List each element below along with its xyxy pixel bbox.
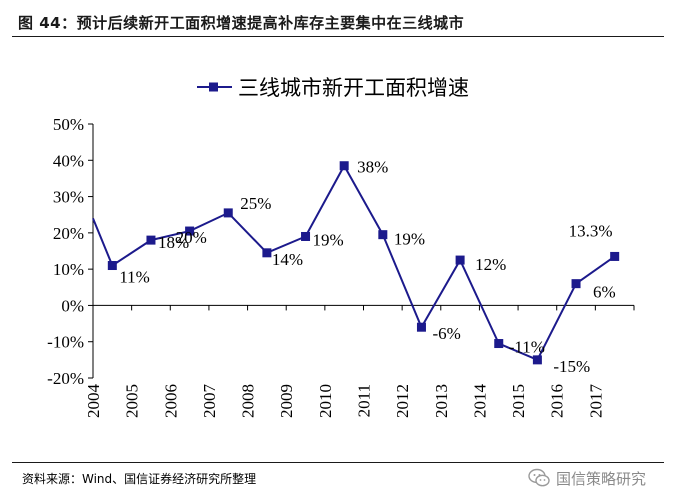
- y-tick-label: 10%: [53, 260, 84, 279]
- data-point-marker: [301, 231, 311, 241]
- data-label: 11%: [119, 268, 150, 287]
- x-tick-label: 2009: [277, 384, 296, 418]
- x-tick-label: 2006: [161, 384, 180, 418]
- data-point-marker: [610, 251, 620, 261]
- data-label: 38%: [357, 158, 388, 177]
- data-label: 18%: [158, 233, 189, 252]
- x-tick-label: 2008: [239, 384, 258, 418]
- legend: 三线城市新开工面积增速: [197, 76, 469, 100]
- data-point-marker: [455, 255, 465, 265]
- source-divider: [12, 462, 664, 463]
- data-label: -15%: [553, 357, 590, 376]
- y-tick-label: -20%: [47, 369, 84, 388]
- y-tick-label: 0%: [61, 296, 84, 315]
- data-point-marker: [223, 208, 233, 218]
- data-label: 19%: [313, 230, 344, 249]
- data-point-marker: [494, 339, 504, 349]
- data-label: 13.3%: [569, 221, 613, 240]
- figure-title: 图 44：预计后续新开工面积增速提高补库存主要集中在三线城市: [18, 14, 465, 32]
- watermark: 国信策略研究: [528, 464, 646, 492]
- x-tick-label: 2004: [84, 384, 103, 419]
- data-point-marker: [378, 230, 388, 240]
- y-tick-label: 50%: [53, 115, 84, 134]
- data-point-marker: [262, 248, 272, 258]
- data-point-marker: [107, 261, 117, 271]
- data-label: 25%: [240, 194, 271, 213]
- x-tick-label: 2016: [548, 384, 567, 418]
- figure-title-bar: 图 44：预计后续新开工面积增速提高补库存主要集中在三线城市: [12, 6, 664, 37]
- x-tick-label: 2015: [509, 384, 528, 418]
- data-point-marker: [416, 322, 426, 332]
- data-label: 20%: [176, 228, 207, 247]
- legend-marker: [209, 82, 218, 92]
- series-line: [92, 163, 616, 362]
- wechat-icon: [528, 468, 550, 487]
- data-point-marker: [532, 355, 542, 365]
- y-tick-label: 20%: [53, 224, 84, 243]
- x-tick-label: 2011: [355, 384, 374, 417]
- data-label: 12%: [475, 255, 506, 274]
- y-tick-label: 30%: [53, 188, 84, 207]
- source-note: 资料来源：Wind、国信证券经济研究所整理: [22, 472, 257, 486]
- data-label: 14%: [272, 250, 303, 269]
- legend-label: 三线城市新开工面积增速: [238, 76, 469, 100]
- x-tick-label: 2012: [393, 384, 412, 418]
- y-tick-label: -10%: [47, 333, 84, 352]
- data-label: 19%: [394, 230, 425, 249]
- y-tick-label: 40%: [53, 151, 84, 170]
- x-tick-label: 2010: [316, 384, 335, 418]
- watermark-text: 国信策略研究: [556, 469, 647, 488]
- data-point-marker: [339, 161, 349, 171]
- data-point-marker: [571, 279, 581, 289]
- x-tick-label: 2014: [470, 384, 489, 419]
- data-label: 6%: [593, 283, 616, 302]
- x-tick-label: 2005: [123, 384, 142, 418]
- line-chart: 三线城市新开工面积增速 -20% -10% 0% 10% 20% 30% 40% 50% 2004…: [47, 76, 635, 419]
- data-label: -11%: [509, 338, 545, 357]
- x-tick-label: 2013: [432, 384, 451, 418]
- data-point-marker: [146, 235, 156, 245]
- data-point-marker: [185, 226, 195, 236]
- x-tick-label: 2007: [200, 384, 219, 419]
- x-tick-label: 2017: [586, 384, 605, 419]
- data-label: -6%: [432, 324, 460, 343]
